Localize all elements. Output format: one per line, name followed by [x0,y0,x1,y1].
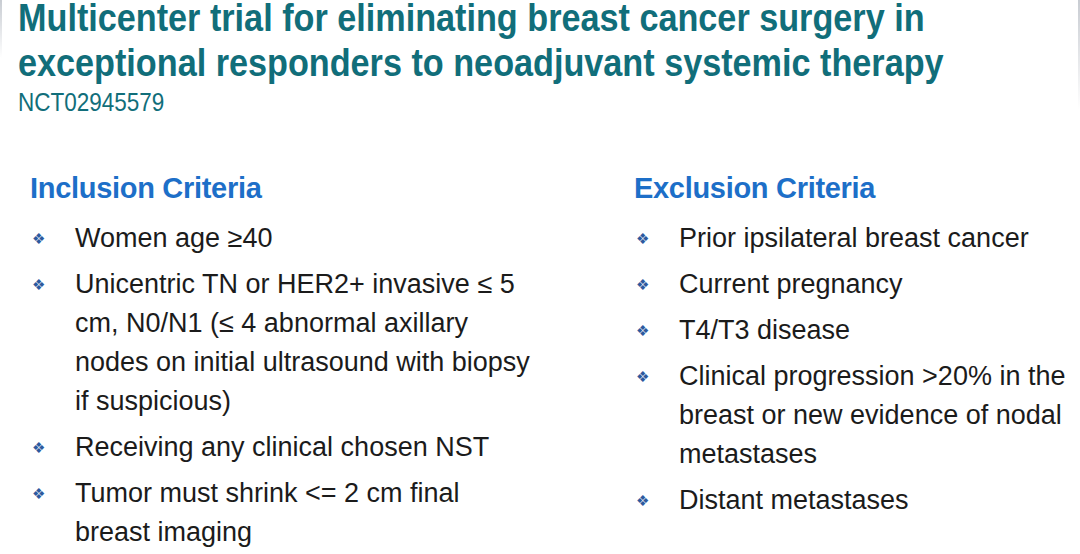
inclusion-list: ❖ Women age ≥40 ❖ Unicentric TN or HER2+… [30,219,530,552]
criteria-text: T4/T3 disease [679,311,1079,350]
criteria-text: Distant metastases [679,481,1079,520]
criteria-text: Women age ≥40 [75,219,530,258]
slide-header: Multicenter trial for eliminating breast… [18,0,1046,116]
diamond-bullet-icon: ❖ [634,357,679,396]
exclusion-list: ❖ Prior ipsilateral breast cancer ❖ Curr… [634,219,1079,520]
criteria-text: Prior ipsilateral breast cancer [679,219,1079,258]
inclusion-criteria-item: ❖ Receiving any clinical chosen NST [30,428,530,467]
diamond-bullet-icon: ❖ [30,428,75,467]
exclusion-heading: Exclusion Criteria [634,172,1079,204]
criteria-text: Unicentric TN or HER2+ invasive ≤ 5 cm, … [75,265,530,421]
exclusion-criteria-item: ❖ T4/T3 disease [634,311,1079,350]
slide: Multicenter trial for eliminating breast… [0,0,1080,554]
inclusion-criteria-item: ❖ Unicentric TN or HER2+ invasive ≤ 5 cm… [30,265,530,421]
inclusion-criteria-item: ❖ Tumor must shrink <= 2 cm final breast… [30,474,530,552]
criteria-text: Tumor must shrink <= 2 cm final breast i… [75,474,530,552]
inclusion-criteria-item: ❖ Women age ≥40 [30,219,530,258]
diamond-bullet-icon: ❖ [30,219,75,258]
trial-id: NCT02945579 [18,88,164,116]
slide-title-line-2: exceptional responders to neoadjuvant sy… [18,41,944,86]
slide-edge-left [0,0,2,58]
diamond-bullet-icon: ❖ [634,481,679,520]
inclusion-criteria-section: Inclusion Criteria ❖ Women age ≥40 ❖ Uni… [30,172,530,554]
exclusion-criteria-item: ❖ Prior ipsilateral breast cancer [634,219,1079,258]
diamond-bullet-icon: ❖ [634,219,679,258]
diamond-bullet-icon: ❖ [634,311,679,350]
diamond-bullet-icon: ❖ [30,265,75,304]
criteria-text: Receiving any clinical chosen NST [75,428,530,467]
criteria-text: Current pregnancy [679,265,1079,304]
slide-title-line-1: Multicenter trial for eliminating breast… [18,0,925,41]
exclusion-criteria-item: ❖ Clinical progression >20% in the breas… [634,357,1079,474]
diamond-bullet-icon: ❖ [30,474,75,513]
inclusion-heading: Inclusion Criteria [30,172,530,204]
criteria-text: Clinical progression >20% in the breast … [679,357,1079,474]
exclusion-criteria-item: ❖ Current pregnancy [634,265,1079,304]
exclusion-criteria-section: Exclusion Criteria ❖ Prior ipsilateral b… [634,172,1079,527]
diamond-bullet-icon: ❖ [634,265,679,304]
exclusion-criteria-item: ❖ Distant metastases [634,481,1079,520]
